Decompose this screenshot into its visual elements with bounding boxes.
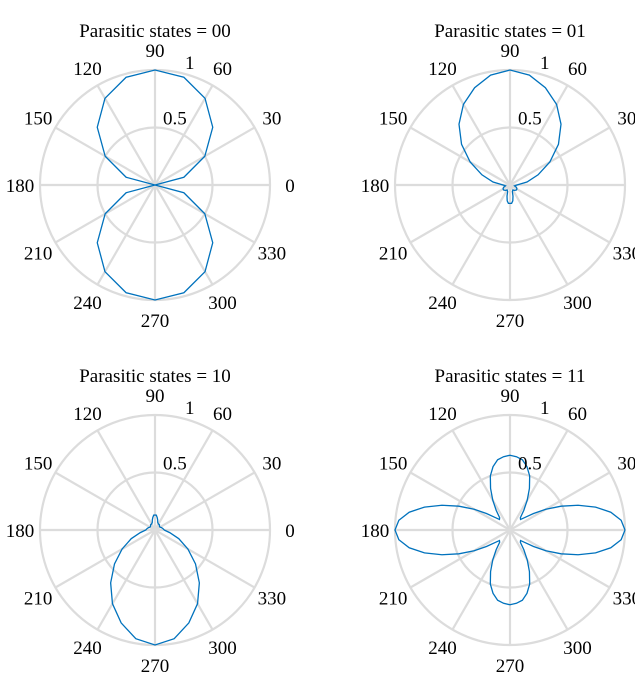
theta-tick-label: 60 bbox=[213, 404, 232, 425]
theta-tick-label: 240 bbox=[428, 293, 457, 314]
r-tick-label: 1 bbox=[540, 398, 550, 419]
theta-tick-label: 330 bbox=[613, 589, 635, 610]
theta-tick-label: 210 bbox=[24, 589, 53, 610]
theta-tick-label: 150 bbox=[379, 109, 408, 130]
theta-tick-label: 30 bbox=[617, 454, 635, 475]
r-tick-label: 0.5 bbox=[163, 108, 187, 129]
panel-title: Parasitic states = 00 bbox=[79, 21, 231, 42]
theta-tick-label: 150 bbox=[24, 454, 53, 475]
theta-tick-label: 300 bbox=[208, 638, 237, 659]
r-tick-label: 1 bbox=[540, 53, 550, 74]
theta-tick-label: 300 bbox=[563, 638, 592, 659]
theta-tick-label: 270 bbox=[141, 656, 170, 677]
theta-tick-label: 240 bbox=[428, 638, 457, 659]
theta-tick-label: 120 bbox=[428, 59, 457, 80]
polar-panel-2: Parasitic states = 010306090120150180210… bbox=[361, 21, 635, 332]
panel-title: Parasitic states = 11 bbox=[435, 366, 586, 387]
theta-tick-label: 330 bbox=[258, 244, 287, 265]
theta-tick-label: 30 bbox=[617, 109, 635, 130]
theta-tick-label: 120 bbox=[428, 404, 457, 425]
r-tick-label: 0.5 bbox=[518, 108, 542, 129]
theta-tick-label: 150 bbox=[379, 454, 408, 475]
theta-tick-label: 210 bbox=[379, 244, 408, 265]
polar-panel-4: Parasitic states = 110306090120150180210… bbox=[361, 366, 635, 677]
theta-tick-label: 60 bbox=[568, 404, 587, 425]
theta-tick-label: 0 bbox=[285, 521, 295, 542]
theta-tick-label: 90 bbox=[501, 386, 520, 407]
theta-tick-label: 60 bbox=[568, 59, 587, 80]
theta-tick-label: 240 bbox=[73, 293, 102, 314]
theta-tick-label: 270 bbox=[496, 311, 525, 332]
panel-title: Parasitic states = 01 bbox=[434, 21, 586, 42]
theta-tick-label: 120 bbox=[73, 59, 102, 80]
theta-tick-label: 150 bbox=[24, 109, 53, 130]
theta-tick-label: 30 bbox=[262, 454, 281, 475]
theta-tick-label: 240 bbox=[73, 638, 102, 659]
theta-tick-label: 330 bbox=[613, 244, 635, 265]
r-tick-label: 0.5 bbox=[518, 453, 542, 474]
theta-tick-label: 210 bbox=[24, 244, 53, 265]
panel-title: Parasitic states = 10 bbox=[79, 366, 231, 387]
polar-panel-3: Parasitic states = 10 0 30 60 90 120 150 180 210… bbox=[6, 366, 295, 677]
theta-tick-label: 180 bbox=[6, 176, 35, 197]
theta-tick-label: 270 bbox=[141, 311, 170, 332]
theta-tick-label: 120 bbox=[73, 404, 102, 425]
theta-tick-label: 270 bbox=[496, 656, 525, 677]
theta-tick-label: 90 bbox=[501, 41, 520, 62]
theta-tick-label: 300 bbox=[563, 293, 592, 314]
theta-tick-label: 0 bbox=[285, 176, 295, 197]
theta-tick-label: 180 bbox=[361, 521, 390, 542]
theta-tick-label: 180 bbox=[6, 521, 35, 542]
theta-tick-label: 90 bbox=[146, 41, 165, 62]
r-tick-label: 0.5 bbox=[163, 453, 187, 474]
theta-tick-label: 300 bbox=[208, 293, 237, 314]
polar-panel-1: Parasitic states = 00 0 30 60 90 120 150 180 210… bbox=[6, 21, 295, 332]
theta-tick-label: 90 bbox=[146, 386, 165, 407]
theta-tick-label: 330 bbox=[258, 589, 287, 610]
theta-tick-label: 180 bbox=[361, 176, 390, 197]
theta-tick-label: 60 bbox=[213, 59, 232, 80]
theta-tick-label: 210 bbox=[379, 589, 408, 610]
theta-tick-label: 30 bbox=[262, 109, 281, 130]
r-tick-label: 1 bbox=[185, 53, 195, 74]
r-tick-label: 1 bbox=[185, 398, 195, 419]
